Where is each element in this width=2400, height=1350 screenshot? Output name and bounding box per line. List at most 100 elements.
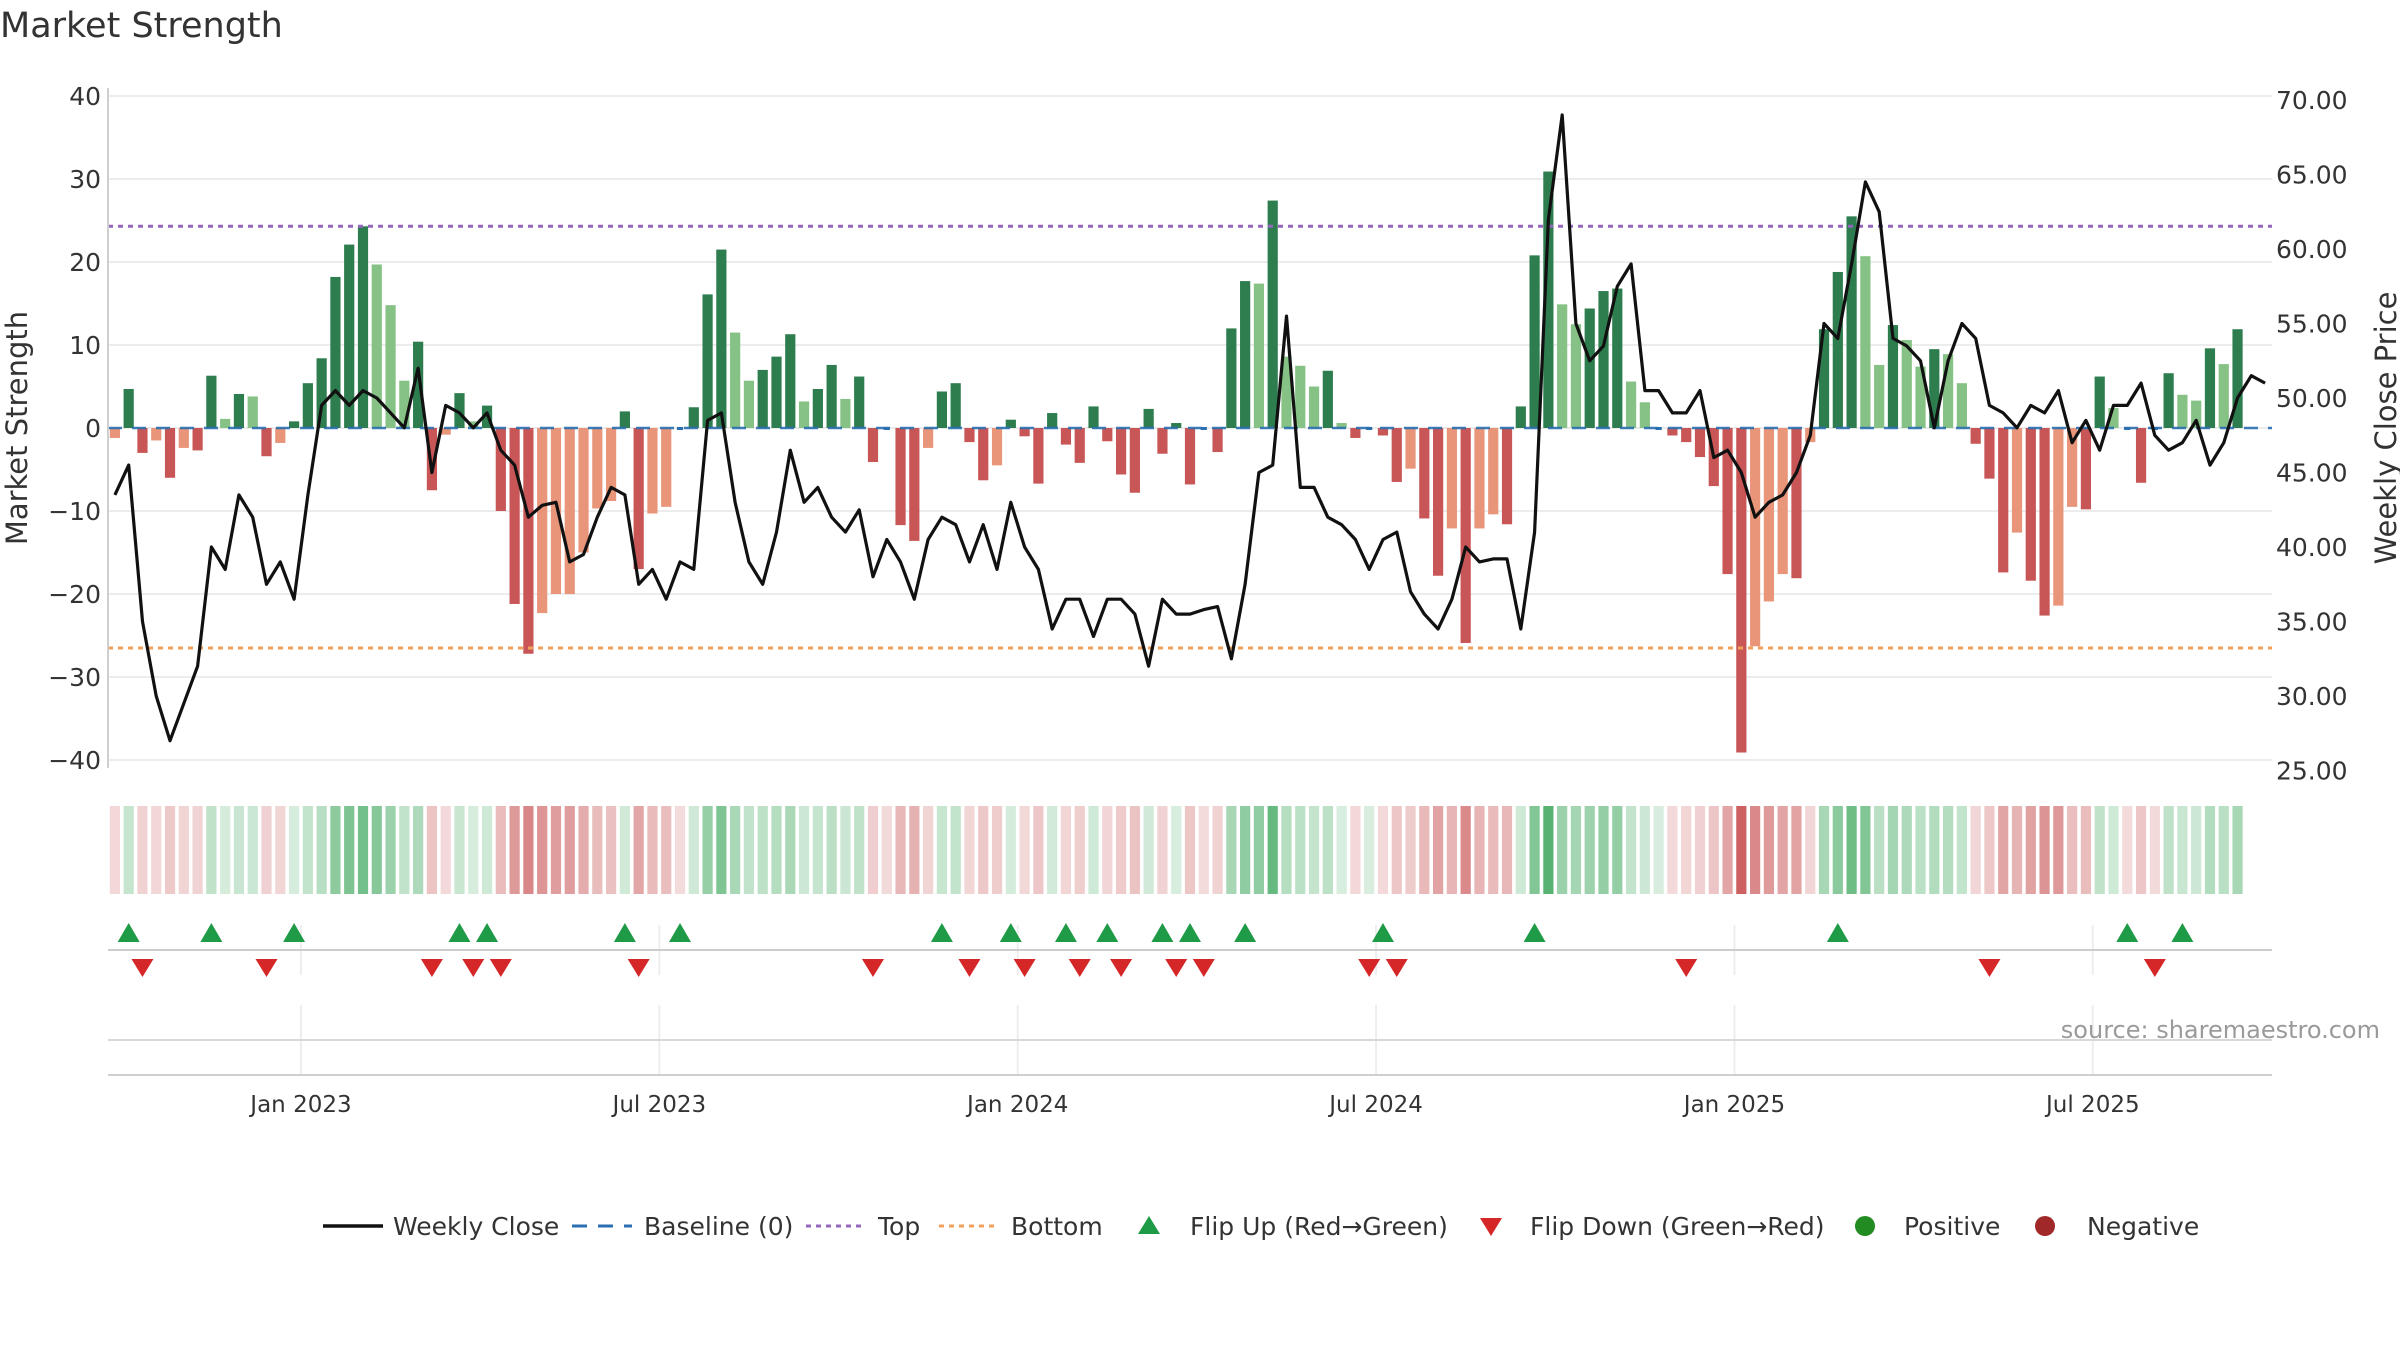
strength-strip-cell	[978, 806, 989, 894]
legend-swatch-flip-down	[1480, 1218, 1502, 1236]
flip-up-marker	[448, 923, 471, 942]
strength-bar	[2039, 428, 2050, 616]
strength-strip-cell	[564, 806, 575, 894]
strength-strip-cell	[2218, 806, 2229, 894]
strength-bar	[1184, 428, 1196, 485]
strength-bar	[757, 369, 768, 428]
strength-strip-cell	[1143, 806, 1154, 894]
strength-strip-cell	[1750, 806, 1761, 894]
strength-strip-cell	[1391, 806, 1402, 894]
strength-strip-cell	[730, 806, 741, 894]
legend-label: Baseline (0)	[644, 1212, 793, 1241]
strength-strip-cell	[537, 806, 548, 894]
strength-bar	[1901, 340, 1912, 428]
strength-bar	[978, 428, 989, 481]
strength-bar	[1832, 271, 1843, 428]
strength-strip-cell	[702, 806, 713, 894]
strength-strip-cell	[1005, 806, 1016, 894]
flip-down-marker	[1110, 959, 1133, 977]
strength-strip-cell	[1942, 806, 1954, 894]
strength-strip-cell	[2177, 806, 2188, 894]
flip-down-marker	[1978, 959, 2001, 977]
strength-bar	[1998, 428, 2009, 573]
strength-strip-cell	[2080, 806, 2092, 894]
strength-bar	[344, 244, 355, 428]
y-right-tick-label: 60.00	[2276, 235, 2348, 264]
strength-bar	[633, 428, 644, 570]
strength-strip-cell	[2135, 806, 2147, 894]
strength-strip-cell	[771, 806, 782, 894]
strength-bar	[2094, 376, 2105, 428]
strength-bar	[509, 428, 520, 604]
legend-label: Flip Down (Green→Red)	[1530, 1212, 1825, 1241]
y-left-tick-label: −40	[48, 746, 101, 775]
strength-bar	[2191, 400, 2202, 428]
y-left-tick-label: −20	[48, 580, 101, 609]
strength-bar	[964, 428, 975, 443]
flip-down-marker	[255, 959, 278, 977]
strength-strip-cell	[1584, 806, 1595, 894]
strength-bar	[1929, 349, 1940, 428]
strength-bar	[676, 427, 684, 430]
y-left-tick-label: 40	[69, 82, 101, 111]
strength-bar	[1694, 428, 1706, 458]
strength-strip-cell	[923, 806, 934, 894]
y-right-tick-label: 50.00	[2276, 384, 2348, 413]
strength-strip-cell	[1212, 806, 1223, 894]
flip-up-marker	[1826, 923, 1849, 942]
strength-bar	[1115, 428, 1127, 475]
y-right-tick-label: 25.00	[2276, 757, 2348, 786]
strength-bar	[812, 388, 823, 428]
strength-bar	[1433, 428, 1444, 576]
strength-strip-cell	[1267, 806, 1278, 894]
strength-strip-cell	[1984, 806, 1995, 894]
strength-bar	[454, 393, 465, 428]
flip-markers	[117, 923, 2194, 977]
strength-strip-cell	[1722, 806, 1733, 894]
strength-bar	[1681, 428, 1692, 443]
strength-bar	[1212, 428, 1223, 453]
strength-bar	[1736, 428, 1747, 753]
strength-bar	[151, 428, 162, 441]
strength-bar	[192, 428, 203, 451]
strength-bar	[647, 428, 658, 514]
strength-strip-cell	[1956, 806, 1967, 894]
strength-strip-cell	[1322, 806, 1333, 894]
strength-strip-cell	[2039, 806, 2050, 894]
strength-strip-cell	[950, 806, 961, 894]
strength-strip-cell	[1901, 806, 1912, 894]
y-left-tick-label: −30	[48, 663, 101, 692]
strength-strip-cell	[454, 806, 465, 894]
strength-bar	[1460, 428, 1471, 643]
strength-strip-cell	[137, 806, 148, 894]
strength-strip-cell	[1570, 806, 1582, 894]
flip-down-marker	[462, 959, 485, 977]
strength-bar	[302, 383, 313, 428]
strength-strip-cell	[247, 806, 258, 894]
legend-item: Baseline (0)	[572, 1212, 793, 1241]
strength-strip-cell	[275, 806, 286, 894]
strength-bar	[1281, 356, 1292, 428]
strength-bar	[1543, 171, 1554, 428]
strength-bar	[1474, 428, 1485, 529]
source-note: source: sharemaestro.com	[2061, 1016, 2380, 1044]
strength-strip-cell	[1874, 806, 1885, 894]
strength-strip-cell	[1129, 806, 1140, 894]
strength-bar	[1625, 381, 1637, 428]
strength-strip-cell	[2067, 806, 2078, 894]
strength-bar	[1143, 408, 1154, 428]
strength-bar	[771, 356, 782, 428]
legend-swatch-circle	[1855, 1216, 1875, 1236]
y-axis-right-title: Weekly Close Price	[2369, 292, 2400, 565]
strength-strip-cell	[1060, 806, 1072, 894]
legend-label: Weekly Close	[393, 1212, 559, 1241]
flip-down-marker	[131, 959, 154, 977]
strength-strip-cell	[633, 806, 644, 894]
strength-bar	[923, 428, 934, 448]
strength-strip-cell	[523, 806, 534, 894]
strength-bar	[1308, 386, 1320, 428]
legend-label: Bottom	[1011, 1212, 1103, 1241]
strength-strip-cell	[399, 806, 410, 894]
strength-strip-cell	[1488, 806, 1499, 894]
